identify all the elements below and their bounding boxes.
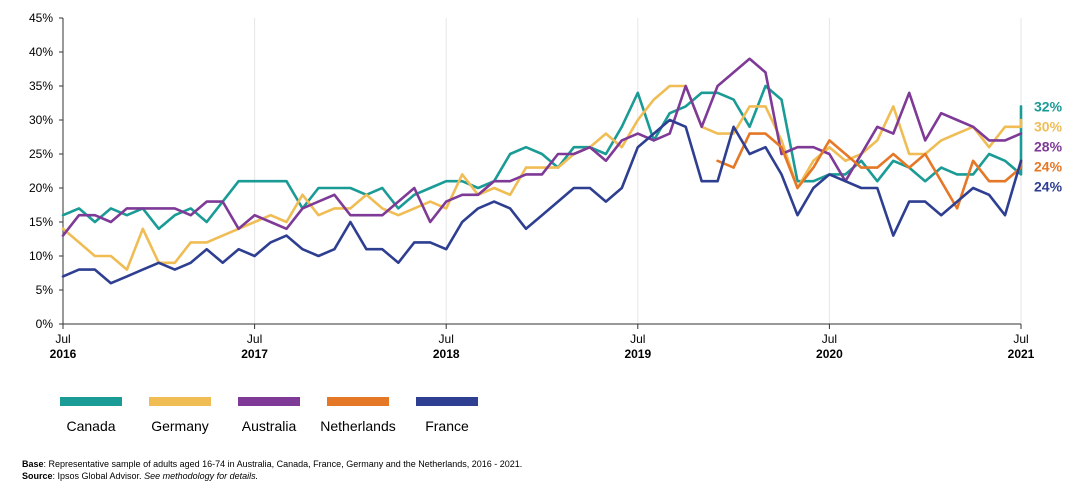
legend: Canada Germany Australia Netherlands France — [60, 397, 478, 434]
legend-swatch-canada — [60, 397, 122, 406]
series-lines — [61, 57, 1023, 285]
y-tick-label: 5% — [36, 283, 54, 297]
x-tick-year-label: 2017 — [241, 347, 268, 361]
series-line-canada — [61, 84, 1023, 231]
footnote-source: Source: Ipsos Global Advisor. See method… — [22, 471, 258, 482]
footnote-base-label: Base — [22, 459, 44, 469]
y-tick-label: 0% — [36, 317, 54, 331]
y-tick-label: 35% — [29, 79, 53, 93]
x-tick-year-label: 2016 — [50, 347, 77, 361]
x-tick-month-label: Jul — [822, 332, 837, 346]
x-tick-month-label: Jul — [439, 332, 454, 346]
series-line-france — [61, 118, 1023, 285]
end-label-germany: 30% — [1034, 118, 1063, 134]
x-tick-month-label: Jul — [630, 332, 645, 346]
series-line-netherlands — [716, 132, 1023, 210]
legend-label-australia: Australia — [242, 418, 297, 434]
y-tick-label: 40% — [29, 45, 53, 59]
y-tick-label: 30% — [29, 113, 53, 127]
y-tick-label: 20% — [29, 181, 53, 195]
grid-lines — [62, 18, 1022, 324]
x-tick-year-label: 2021 — [1008, 347, 1035, 361]
footnote-base: Base: Representative sample of adults ag… — [22, 459, 522, 470]
line-chart: 0%5%10%15%20%25%30%35%40%45% Jul2016Jul2… — [29, 11, 1063, 434]
y-axis: 0% 5% 10% 15% 20% 25% 30% 35% 40% 45% — [29, 11, 64, 331]
x-tick-year-label: 2018 — [433, 347, 460, 361]
legend-swatch-netherlands — [327, 397, 389, 406]
x-tick-month-label: Jul — [247, 332, 262, 346]
legend-swatch-australia — [238, 397, 300, 406]
y-tick-label: 15% — [29, 215, 53, 229]
legend-swatch-germany — [149, 397, 211, 406]
footnote-source-italic: See methodology for details. — [144, 471, 259, 481]
footnote-base-text: : Representative sample of adults aged 1… — [43, 459, 523, 469]
footnote-source-text: : Ipsos Global Advisor. — [52, 471, 145, 481]
y-tick-label: 45% — [29, 11, 53, 25]
end-labels: 32% 30% 28% 24% 24% — [1034, 98, 1063, 194]
end-label-netherlands: 24% — [1034, 158, 1063, 174]
x-tick-month-label: Jul — [55, 332, 70, 346]
footnote-source-label: Source — [22, 471, 53, 481]
end-label-canada: 32% — [1034, 98, 1063, 114]
series-line-germany — [61, 84, 1023, 271]
end-label-france: 24% — [1034, 178, 1063, 194]
end-label-australia: 28% — [1034, 138, 1063, 154]
legend-label-canada: Canada — [66, 418, 115, 434]
y-tick-label: 10% — [29, 249, 53, 263]
y-tick-label: 25% — [29, 147, 53, 161]
legend-swatch-france — [416, 397, 478, 406]
legend-label-netherlands: Netherlands — [320, 418, 396, 434]
x-tick-month-label: Jul — [1013, 332, 1028, 346]
x-axis: Jul2016Jul2017Jul2018Jul2019Jul2020Jul20… — [50, 323, 1035, 361]
x-tick-year-label: 2020 — [816, 347, 843, 361]
legend-label-france: France — [425, 418, 469, 434]
x-tick-year-label: 2019 — [624, 347, 651, 361]
series-line-australia — [61, 57, 1023, 237]
legend-label-germany: Germany — [151, 418, 209, 434]
